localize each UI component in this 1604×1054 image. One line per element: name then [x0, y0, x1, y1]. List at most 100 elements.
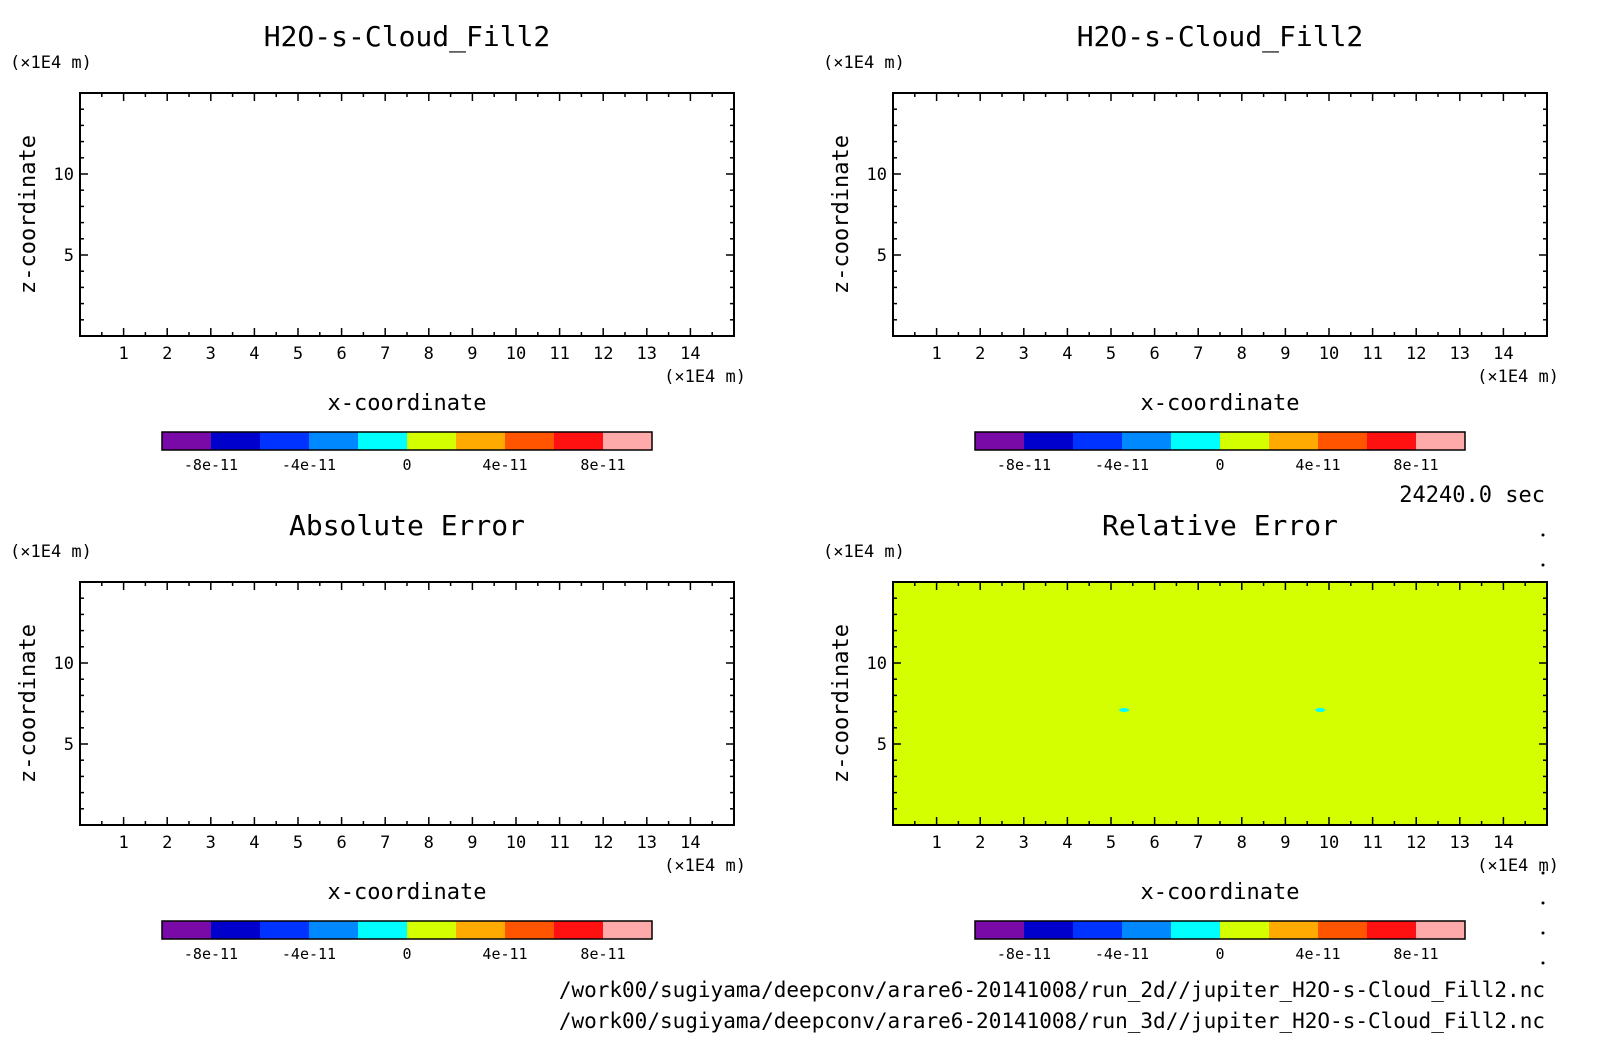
x-tick-label: 12 [593, 833, 613, 853]
plot-field [893, 582, 1547, 825]
x-tick-label: 5 [293, 344, 303, 364]
colorbar-tick-label: 0 [402, 456, 411, 474]
x-tick-label: 10 [506, 833, 526, 853]
colorbar-segment [1122, 432, 1172, 450]
colorbar-segment [603, 432, 653, 450]
file-path-3d: /work00/sugiyama/deepconv/arare6-2014100… [559, 1009, 1545, 1033]
x-tick-label: 7 [1193, 833, 1203, 853]
edge-dots [1541, 533, 1545, 965]
x-unit-label: (×1E4 m) [664, 856, 746, 876]
panel-title: Relative Error [1102, 509, 1338, 542]
x-unit-label: (×1E4 m) [1477, 856, 1559, 876]
edge-dot [1541, 871, 1545, 875]
x-axis-label: x-coordinate [1141, 880, 1300, 905]
x-tick-label: 7 [380, 833, 390, 853]
colorbar-segment [1416, 921, 1466, 939]
colorbar-segment [1024, 921, 1074, 939]
colorbar-segment [505, 921, 555, 939]
colorbar-segment [554, 921, 604, 939]
x-tick-label: 10 [506, 344, 526, 364]
field-spot [1119, 707, 1130, 712]
x-tick-label: 1 [931, 344, 941, 364]
x-tick-label: 11 [1362, 344, 1382, 364]
x-tick-label: 2 [162, 344, 172, 364]
colorbar-frame [974, 431, 1466, 451]
x-axis-label: x-coordinate [1141, 391, 1300, 416]
edge-dot [1541, 533, 1545, 537]
colorbar-segment [407, 921, 457, 939]
x-tick-label: 6 [336, 344, 346, 364]
panel-title: Absolute Error [289, 509, 525, 542]
colorbar-segment [456, 921, 506, 939]
panel: H2O-s-Cloud_Fill2(×1E4 m)1 2 3 4 5 6 7 8 9 10 11 12… [10, 20, 746, 474]
x-tick-label: 3 [1019, 344, 1029, 364]
colorbar-segment [1122, 921, 1172, 939]
colorbar-tick-label: 0 [402, 945, 411, 963]
colorbar-tick-label: 0 [1215, 456, 1224, 474]
x-tick-label: 12 [1406, 344, 1426, 364]
x-tick-label: 8 [424, 833, 434, 853]
plot-field [80, 582, 734, 825]
x-tick-label: 13 [637, 833, 657, 853]
colorbar-segment [1171, 432, 1221, 450]
panel: Absolute Error(×1E4 m)1 2 3 4 5 6 7 8 9 10 11 12 13 1… [10, 509, 746, 963]
colorbar-segment [1367, 921, 1417, 939]
x-tick-label: 2 [975, 344, 985, 364]
x-tick-label: 2 [162, 833, 172, 853]
x-tick-label: 14 [1493, 833, 1513, 853]
x-tick-label: 3 [206, 344, 216, 364]
colorbar-frame [161, 431, 653, 451]
x-tick-label: 6 [1149, 833, 1159, 853]
colorbar-segment [1171, 921, 1221, 939]
edge-dot [1541, 961, 1545, 965]
colorbar-frame [974, 920, 1466, 940]
y-axis-label: z-coordinate [16, 624, 41, 783]
panel-title: H2O-s-Cloud_Fill2 [264, 20, 551, 54]
colorbar-tick-label: -4e-11 [282, 945, 336, 963]
y-unit-label: (×1E4 m) [823, 542, 905, 562]
colorbar-segment [1024, 432, 1074, 450]
x-tick-label: 1 [118, 344, 128, 364]
x-tick-label: 12 [593, 344, 613, 364]
colorbar-segment [456, 432, 506, 450]
colorbar-segment [1367, 432, 1417, 450]
z-tick-label: 10 [867, 654, 887, 674]
x-tick-label: 11 [549, 344, 569, 364]
colorbar-segment [260, 921, 310, 939]
x-tick-label: 5 [293, 833, 303, 853]
colorbar-segment [309, 432, 359, 450]
colorbar-tick-label: 4e-11 [1295, 456, 1340, 474]
panel: Relative Error(×1E4 m)1 2 3 4 5 6 7 8 9 10 11 12 13 1… [823, 509, 1559, 963]
colorbar-segment [1073, 432, 1123, 450]
colorbar-tick-label: -8e-11 [997, 945, 1051, 963]
colorbar-tick-label: 0 [1215, 945, 1224, 963]
x-axis-label: x-coordinate [328, 391, 487, 416]
colorbar-segment [1318, 921, 1368, 939]
z-tick-label: 5 [877, 246, 887, 266]
colorbar-tick-label: 8e-11 [1393, 456, 1438, 474]
colorbar-tick-label: -8e-11 [184, 945, 238, 963]
x-tick-label: 3 [1019, 833, 1029, 853]
x-unit-label: (×1E4 m) [664, 367, 746, 387]
panel-title: H2O-s-Cloud_Fill2 [1077, 20, 1364, 54]
colorbar-segment [1073, 921, 1123, 939]
colorbar-tick-label: 4e-11 [482, 456, 527, 474]
x-tick-label: 8 [1237, 833, 1247, 853]
x-tick-label: 13 [637, 344, 657, 364]
x-tick-label: 2 [975, 833, 985, 853]
colorbar-tick-label: 8e-11 [1393, 945, 1438, 963]
y-axis-label: z-coordinate [829, 135, 854, 294]
edge-dot [1541, 563, 1545, 567]
z-tick-label: 10 [54, 654, 74, 674]
colorbar-segment [505, 432, 555, 450]
z-tick-label: 5 [64, 246, 74, 266]
panel: H2O-s-Cloud_Fill2(×1E4 m)1 2 3 4 5 6 7 8 9 10 11 12… [823, 20, 1559, 474]
colorbar-tick-label: -8e-11 [997, 456, 1051, 474]
colorbar-tick-label: 4e-11 [1295, 945, 1340, 963]
x-tick-label: 13 [1450, 833, 1470, 853]
colorbar: -8e-11 -4e-11 0 4e-11 8e-11 [974, 920, 1466, 963]
colorbar-segment [1318, 432, 1368, 450]
x-tick-label: 4 [1062, 833, 1072, 853]
colorbar-segment [603, 921, 653, 939]
